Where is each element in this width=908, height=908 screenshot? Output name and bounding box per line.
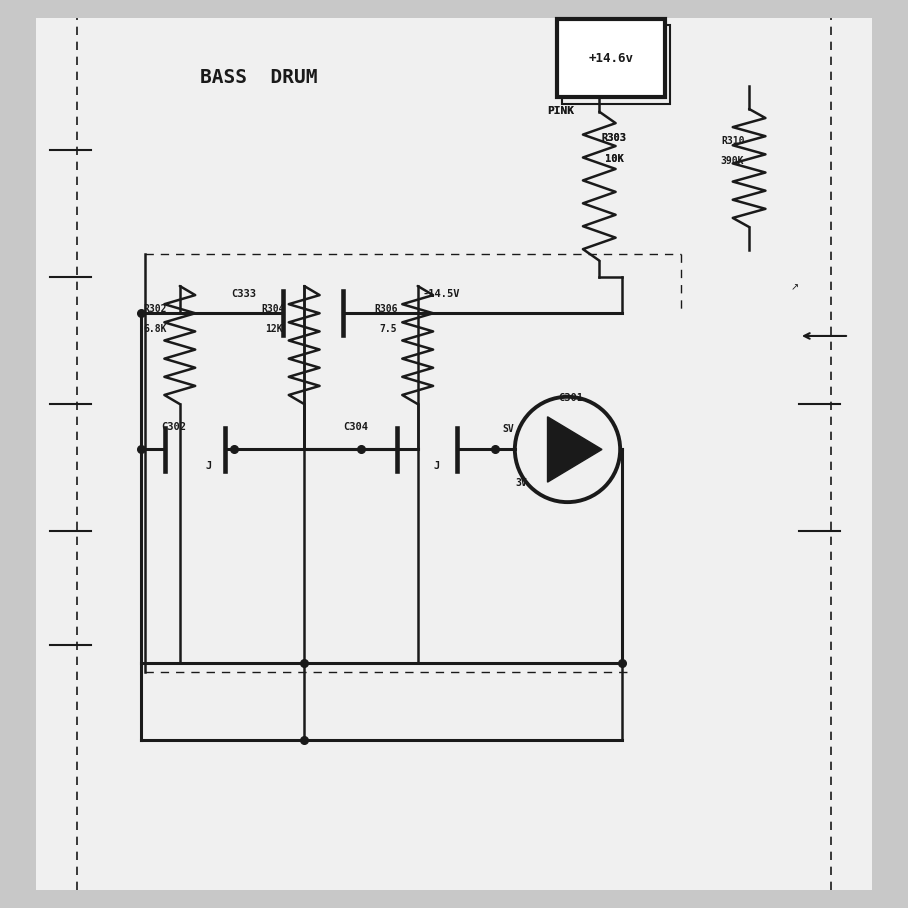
- Polygon shape: [548, 417, 602, 482]
- Text: R306: R306: [374, 303, 398, 314]
- Text: C302: C302: [162, 421, 187, 432]
- Text: R304: R304: [262, 303, 285, 314]
- Text: 6.8K: 6.8K: [143, 323, 167, 334]
- Text: 10K: 10K: [605, 153, 624, 163]
- Text: BASS  DRUM: BASS DRUM: [200, 68, 318, 86]
- Text: R303: R303: [601, 133, 627, 143]
- Text: J: J: [433, 460, 439, 471]
- Text: +14.6v: +14.6v: [588, 52, 633, 64]
- Text: 390K: 390K: [720, 155, 744, 166]
- Text: R303: R303: [601, 133, 627, 143]
- Text: 7.5: 7.5: [380, 323, 397, 334]
- Text: 12K: 12K: [265, 323, 282, 334]
- FancyBboxPatch shape: [36, 18, 872, 890]
- Text: PINK: PINK: [548, 105, 575, 115]
- Text: C301: C301: [558, 392, 584, 403]
- Text: -14.5V: -14.5V: [422, 289, 459, 300]
- Text: J: J: [205, 460, 212, 471]
- Text: R302: R302: [143, 303, 167, 314]
- Text: SV: SV: [502, 424, 514, 435]
- FancyBboxPatch shape: [557, 19, 665, 97]
- Text: C304: C304: [343, 421, 369, 432]
- Text: 10K: 10K: [605, 153, 624, 163]
- Text: R310: R310: [722, 135, 745, 146]
- Text: PINK: PINK: [548, 105, 575, 115]
- Text: $\nearrow$: $\nearrow$: [789, 282, 800, 292]
- Text: C333: C333: [232, 289, 257, 300]
- Text: 3V: 3V: [516, 478, 528, 489]
